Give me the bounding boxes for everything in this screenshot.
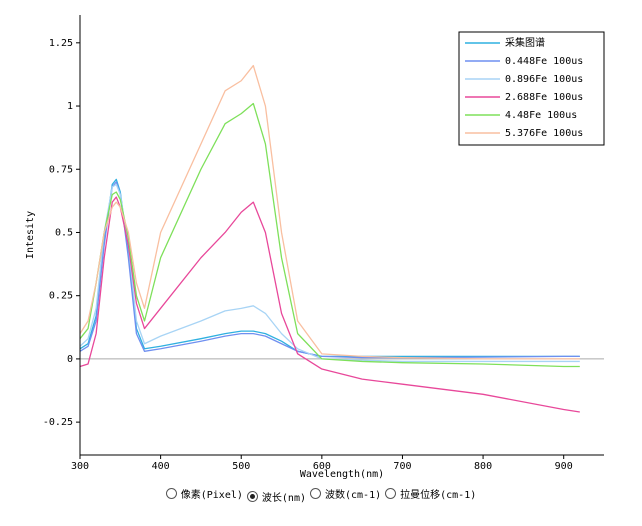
radio-option[interactable]: 波数(cm-1) [310, 486, 381, 501]
y-tick-label: 0.25 [49, 291, 73, 302]
radio-button[interactable] [165, 488, 177, 499]
y-tick-label: 0.75 [49, 164, 73, 175]
radio-option[interactable]: 像素(Pixel) [165, 486, 243, 501]
x-tick-label: 400 [152, 461, 170, 472]
legend-label: 2.688Fe 100us [505, 92, 583, 103]
x-tick-label: 700 [393, 461, 411, 472]
radio-button[interactable] [385, 488, 397, 499]
x-axis-label: Wavelength(nm) [300, 469, 384, 480]
series-line [79, 64, 580, 360]
y-tick-label: -0.25 [43, 417, 73, 428]
y-tick-label: 0.5 [55, 227, 73, 238]
legend: 采集图谱 0.448Fe 100us 0.896Fe 100us 2.688Fe 10… [465, 36, 583, 139]
radio-option[interactable]: 拉曼位移(cm-1) [385, 486, 476, 501]
radio-label: 拉曼位移(cm-1) [400, 490, 477, 501]
legend-label: 4.48Fe 100us [505, 110, 577, 121]
y-axis-label: Intesity [25, 211, 36, 259]
legend-box [458, 31, 605, 146]
x-tick-label: 800 [474, 461, 492, 472]
legend-label: 采集图谱 [505, 36, 545, 49]
radio-label: 像素(Pixel) [180, 490, 243, 501]
y-tick-label: 1.25 [49, 38, 73, 49]
series-line [79, 102, 580, 368]
radio-button[interactable] [246, 491, 258, 502]
legend-label: 0.448Fe 100us [505, 56, 583, 67]
radio-button[interactable] [310, 488, 321, 499]
radio-label: 波数(cm-1) [325, 490, 382, 501]
radio-label: 波长(nm) [261, 493, 306, 504]
radio-group: 像素(Pixel) 波长(nm) 波数(cm-1) 拉曼位移(cm-1) [0, 486, 642, 504]
x-tick-label: 300 [71, 461, 89, 472]
radio-option[interactable]: 波长(nm) [246, 489, 306, 504]
legend-label: 0.896Fe 100us [505, 74, 583, 85]
series-line [79, 183, 580, 363]
y-tick-label: 0 [67, 354, 73, 365]
plot-layer [79, 64, 580, 413]
x-tick-label: 900 [555, 461, 573, 472]
y-tick-label: 1 [67, 101, 73, 112]
chart: 300 400 500 600 700 800 900 -0.25 0 0.25 0.5 0.75 1 1… [25, 15, 605, 480]
legend-label: 5.376Fe 100us [505, 128, 583, 139]
x-tick-label: 600 [313, 461, 331, 472]
x-tick-label: 500 [232, 461, 250, 472]
